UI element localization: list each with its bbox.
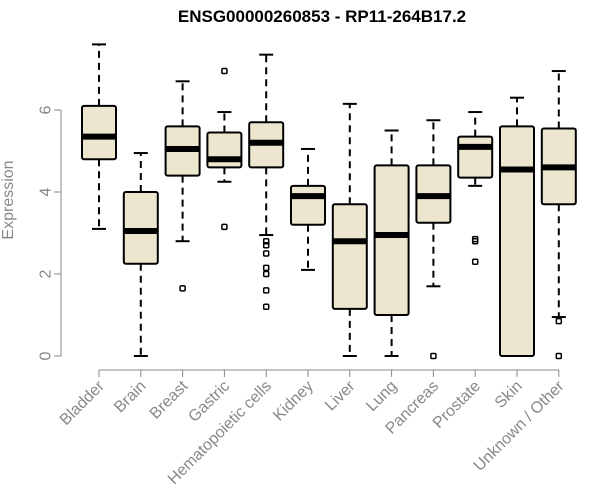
iqr-box <box>122 191 159 265</box>
iqr-box <box>331 203 368 310</box>
x-tick-label: Lung <box>363 378 400 415</box>
x-tick-label: Brain <box>111 378 149 416</box>
box-kidney <box>290 147 326 271</box>
outlier-point <box>262 303 270 311</box>
outlier-point <box>221 223 228 231</box>
iqr-box <box>457 135 494 179</box>
outlier-point <box>221 67 228 75</box>
outlier-point <box>262 270 270 278</box>
box-gastric <box>206 67 243 231</box>
iqr-box <box>373 164 410 316</box>
y-tick-label: 4 <box>38 187 55 196</box>
outlier-point <box>262 287 270 294</box>
outlier-point <box>471 237 479 245</box>
box-unknown-other <box>540 70 577 360</box>
box-pancreas <box>415 119 452 360</box>
boxes-group <box>81 43 577 360</box>
y-axis-title: Expression <box>0 160 17 239</box>
outlier-point <box>430 352 437 360</box>
x-tick-label: Liver <box>322 377 359 414</box>
x-tick-label: Bladder <box>57 377 108 428</box>
box-lung <box>373 129 410 357</box>
outlier-point <box>262 242 270 249</box>
box-bladder <box>81 43 117 230</box>
y-tick-label: 2 <box>38 269 55 278</box>
outlier-point <box>555 317 563 325</box>
iqr-box <box>499 125 535 358</box>
outlier-point <box>262 237 270 245</box>
outlier-point <box>262 264 270 272</box>
y-tick-label: 0 <box>38 351 55 360</box>
x-tick-label: Breast <box>147 377 192 422</box>
box-skin <box>499 96 535 358</box>
box-prostate <box>457 111 494 265</box>
outlier-point <box>471 258 479 265</box>
box-breast <box>164 80 201 292</box>
outlier-point <box>179 285 186 292</box>
chart-title: ENSG00000260853 - RP11-264B17.2 <box>178 7 466 26</box>
y-tick-label: 6 <box>38 105 55 114</box>
iqr-box <box>290 184 326 226</box>
outlier-point <box>262 250 270 257</box>
box-brain <box>122 152 159 357</box>
box-hematopoietic-cells <box>248 53 285 311</box>
x-tick-label: Skin <box>492 378 526 412</box>
box-liver <box>331 102 368 357</box>
iqr-box <box>81 104 117 161</box>
outlier-point <box>555 352 563 360</box>
x-tick-label: Kidney <box>270 378 317 425</box>
